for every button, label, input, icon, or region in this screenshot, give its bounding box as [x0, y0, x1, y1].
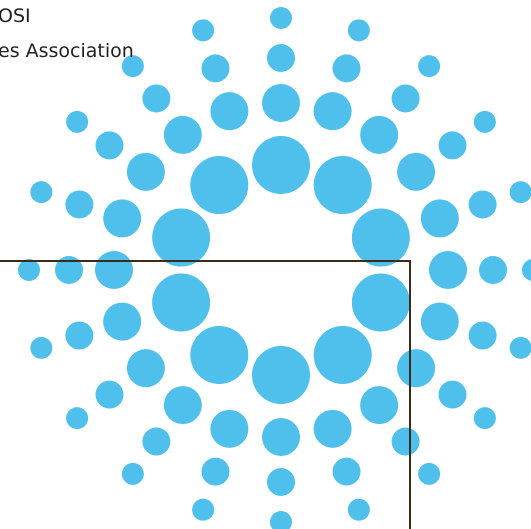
text-line: OSI: [0, 5, 31, 27]
logo-dot: [95, 251, 133, 289]
logo-dot: [30, 337, 52, 359]
logo-dot: [418, 463, 440, 485]
logo-dot: [103, 199, 141, 237]
logo-dot: [201, 458, 229, 486]
logo-dot: [164, 386, 202, 424]
logo-dot: [192, 19, 214, 41]
logo-dot: [190, 326, 248, 384]
logo-dot: [418, 55, 440, 77]
logo-dot: [397, 349, 435, 387]
logo-dot: [333, 54, 361, 82]
logo-dot: [421, 199, 459, 237]
logo-dot: [352, 209, 410, 267]
logo-dot: [392, 84, 420, 112]
logo-dot: [190, 156, 248, 214]
logo-dot: [348, 19, 370, 41]
logo-dot: [314, 326, 372, 384]
logo-dot: [252, 346, 310, 404]
screenshot: OSI es Association: [0, 0, 531, 529]
logo-dot: [392, 428, 420, 456]
logo-dot: [262, 84, 300, 122]
logo-dot: [103, 303, 141, 341]
text-line: es Association: [0, 40, 134, 62]
logo-dot: [522, 259, 531, 281]
logo-dot: [270, 511, 292, 529]
logo-dot: [469, 190, 497, 218]
logo-dot: [314, 156, 372, 214]
logo-dot: [210, 410, 248, 448]
logo-dot: [65, 190, 93, 218]
page: OSI es Association (() => { const data =…: [0, 0, 531, 529]
logo-dot: [352, 273, 410, 331]
logo-dot: [210, 92, 248, 130]
logo-dot: [152, 209, 210, 267]
logo-dot: [127, 349, 165, 387]
logo-dot: [142, 84, 170, 112]
logo-dot: [66, 407, 88, 429]
logo-dot: [348, 499, 370, 521]
logo-dot: [65, 322, 93, 350]
logo-dot: [360, 386, 398, 424]
logo-dot: [122, 463, 144, 485]
logo-dot: [314, 410, 352, 448]
logo-dot: [152, 273, 210, 331]
logo-dot: [164, 116, 202, 154]
logo: [18, 7, 531, 529]
logo-dot: [397, 153, 435, 191]
logo-dot: [333, 458, 361, 486]
logo-dot: [18, 259, 40, 281]
logo-dot: [127, 153, 165, 191]
logo-dot: [474, 111, 496, 133]
logo-dot: [469, 322, 497, 350]
logo-dot: [95, 131, 123, 159]
logo-dot: [421, 303, 459, 341]
logo-dot: [30, 181, 52, 203]
logo-dot: [510, 181, 531, 203]
logo-dot: [192, 499, 214, 521]
logo-dot: [439, 131, 467, 159]
logo-dot: [429, 251, 467, 289]
logo-dot: [360, 116, 398, 154]
logo-dot: [252, 136, 310, 194]
logo-dot: [95, 381, 123, 409]
logo-dot: [201, 54, 229, 82]
logo-dot: [474, 407, 496, 429]
logo-dot: [262, 418, 300, 456]
logo-dot: [270, 7, 292, 29]
logo-dot: [479, 256, 507, 284]
logo-dot: [267, 468, 295, 496]
logo-dot: [66, 111, 88, 133]
logo-dot: [267, 44, 295, 72]
logo-dot: [314, 92, 352, 130]
logo-dot: [142, 428, 170, 456]
logo-dot: [510, 337, 531, 359]
logo-dot: [439, 381, 467, 409]
